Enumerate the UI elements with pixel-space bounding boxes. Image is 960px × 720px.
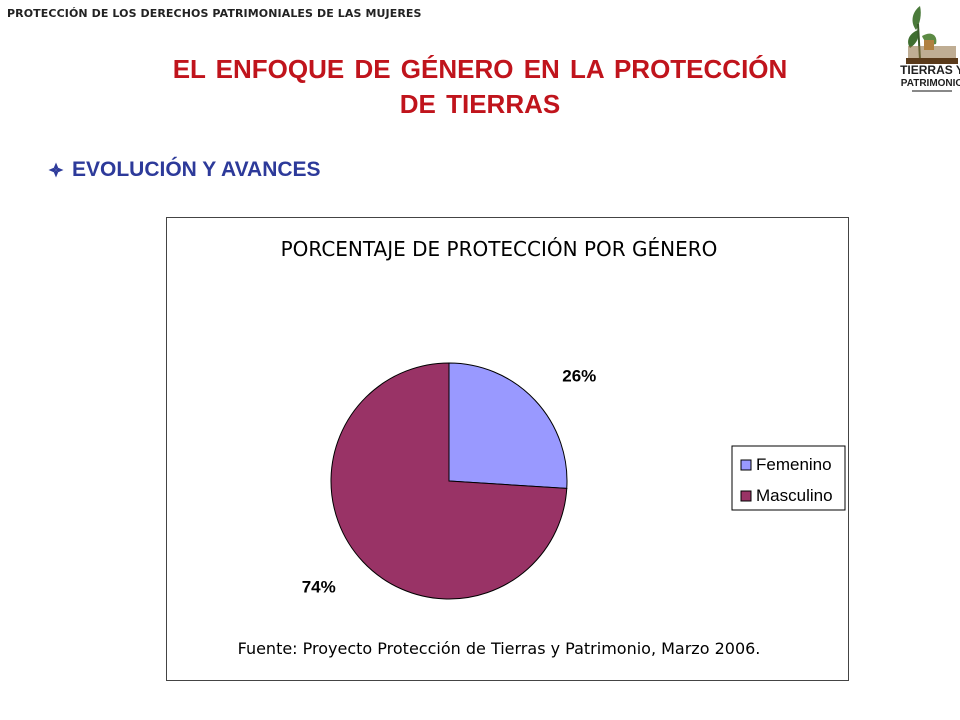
legend-label-masculino: Masculino bbox=[756, 486, 833, 505]
title-line-1: EL ENFOQUE DE GÉNERO EN LA PROTECCIÓN bbox=[172, 54, 788, 84]
legend-swatch-femenino bbox=[740, 459, 752, 471]
data-label-femenino: 26% bbox=[562, 367, 596, 386]
chart-source: Fuente: Proyecto Protección de Tierras y… bbox=[238, 639, 761, 658]
subtitle-row: EVOLUCIÓN Y AVANCES bbox=[48, 158, 321, 182]
chart-frame: PORCENTAJE DE PROTECCIÓN POR GÉNERO 26% … bbox=[166, 217, 849, 681]
pie-slice-femenino bbox=[448, 362, 568, 489]
legend: Femenino Masculino bbox=[731, 445, 846, 511]
header-text: PROTECCIÓN DE LOS DERECHOS PATRIMONIALES… bbox=[7, 7, 422, 20]
section-subtitle: EVOLUCIÓN Y AVANCES bbox=[72, 158, 321, 181]
data-label-masculino: 74% bbox=[302, 577, 336, 596]
legend-label-femenino: Femenino bbox=[756, 455, 832, 474]
svg-text:PATRIMONIO: PATRIMONIO bbox=[901, 78, 960, 89]
svg-text:TIERRAS Y: TIERRAS Y bbox=[900, 63, 960, 77]
diamond-bullet-icon bbox=[48, 162, 64, 178]
chart-title: PORCENTAJE DE PROTECCIÓN POR GÉNERO bbox=[281, 237, 718, 261]
title-line-2: DE TIERRAS bbox=[399, 89, 561, 119]
pie-chart: PORCENTAJE DE PROTECCIÓN POR GÉNERO 26% … bbox=[238, 237, 846, 658]
page-title: EL ENFOQUE DE GÉNERO EN LA PROTECCIÓN DE… bbox=[60, 52, 900, 122]
legend-swatch-masculino bbox=[740, 490, 752, 502]
plant-logo-icon: TIERRAS Y PATRIMONIO bbox=[900, 6, 960, 92]
pie-slice-masculino bbox=[330, 362, 568, 600]
